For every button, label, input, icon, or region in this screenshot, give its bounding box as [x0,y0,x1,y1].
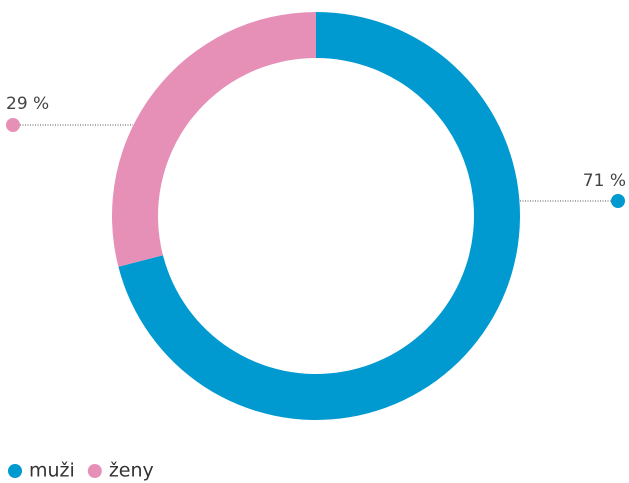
legend-swatch [87,464,102,478]
legend-label: muži [29,460,75,482]
label-dot [6,118,20,132]
value-label: 29 % [6,94,49,114]
legend-swatch [8,464,22,478]
legend-label: ženy [109,460,154,482]
donut-segment [111,12,316,267]
label-dot [611,194,625,208]
value-label: 71 % [583,171,626,191]
